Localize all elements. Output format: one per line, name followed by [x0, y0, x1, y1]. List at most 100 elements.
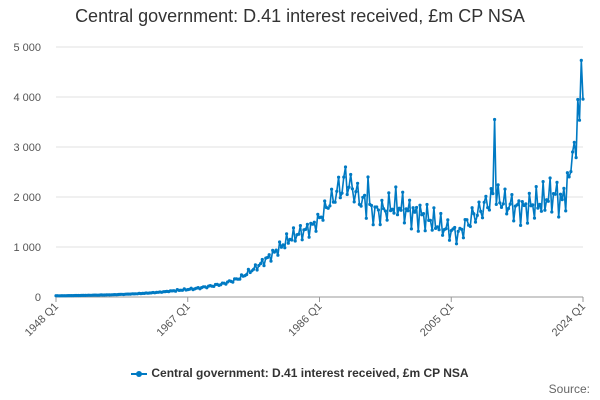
data-point[interactable] [439, 211, 443, 216]
data-point[interactable] [460, 227, 464, 231]
data-point[interactable] [376, 208, 380, 212]
data-point[interactable] [515, 203, 519, 207]
data-point[interactable] [576, 97, 580, 102]
data-point[interactable] [397, 206, 401, 210]
data-point[interactable] [246, 267, 250, 271]
data-point[interactable] [304, 227, 308, 231]
data-point[interactable] [548, 176, 552, 180]
data-point[interactable] [541, 180, 545, 184]
data-point[interactable] [472, 212, 476, 216]
data-point[interactable] [491, 192, 495, 196]
data-point[interactable] [340, 191, 344, 195]
data-point[interactable] [260, 257, 264, 262]
data-point[interactable] [364, 216, 368, 220]
data-point[interactable] [333, 200, 337, 204]
data-point[interactable] [564, 209, 568, 213]
data-point[interactable] [356, 181, 360, 185]
data-point[interactable] [546, 199, 550, 203]
data-point[interactable] [349, 172, 353, 177]
data-point[interactable] [323, 199, 327, 203]
data-point[interactable] [281, 243, 285, 247]
data-point[interactable] [524, 202, 528, 206]
data-point[interactable] [279, 245, 283, 249]
data-point[interactable] [262, 264, 266, 268]
data-point[interactable] [383, 209, 387, 213]
data-point[interactable] [494, 202, 498, 206]
data-point[interactable] [562, 186, 566, 190]
data-point[interactable] [290, 238, 294, 242]
data-point[interactable] [480, 216, 485, 220]
data-point[interactable] [300, 238, 304, 242]
data-point[interactable] [366, 175, 370, 179]
data-point[interactable] [425, 202, 429, 207]
data-point[interactable] [506, 206, 511, 211]
data-point[interactable] [265, 255, 270, 260]
data-point[interactable] [435, 225, 439, 229]
data-point[interactable] [335, 189, 339, 193]
data-point[interactable] [269, 259, 273, 263]
data-point[interactable] [536, 206, 540, 210]
data-point[interactable] [354, 190, 358, 194]
data-point[interactable] [307, 235, 311, 239]
data-point[interactable] [569, 170, 573, 174]
data-point[interactable] [298, 224, 302, 228]
data-point[interactable] [565, 171, 570, 175]
data-point[interactable] [527, 191, 531, 195]
data-point[interactable] [359, 204, 363, 208]
data-point[interactable] [316, 212, 320, 216]
data-point[interactable] [394, 185, 398, 189]
data-point[interactable] [328, 204, 332, 208]
data-point[interactable] [252, 267, 256, 271]
data-point[interactable] [428, 218, 432, 222]
data-point[interactable] [255, 268, 259, 272]
data-point[interactable] [416, 229, 420, 233]
data-point[interactable] [238, 277, 242, 281]
data-point[interactable] [498, 201, 502, 205]
data-point[interactable] [369, 203, 374, 208]
data-point[interactable] [550, 210, 554, 214]
data-point[interactable] [338, 196, 342, 200]
data-point[interactable] [461, 236, 465, 240]
data-point[interactable] [571, 150, 575, 154]
data-point[interactable] [350, 187, 354, 191]
data-point[interactable] [534, 185, 538, 189]
data-point[interactable] [479, 209, 483, 213]
data-point[interactable] [447, 238, 452, 242]
data-point[interactable] [477, 200, 481, 204]
data-point[interactable] [363, 193, 367, 197]
data-point[interactable] [319, 215, 323, 219]
data-point[interactable] [456, 229, 460, 233]
data-point[interactable] [321, 218, 325, 222]
data-point[interactable] [567, 175, 571, 179]
data-point[interactable] [519, 223, 523, 227]
data-point[interactable] [413, 210, 417, 214]
data-point[interactable] [487, 208, 491, 212]
data-point[interactable] [399, 208, 403, 212]
data-point[interactable] [380, 198, 384, 202]
data-point[interactable] [406, 209, 410, 213]
data-point[interactable] [421, 212, 426, 216]
data-point[interactable] [437, 228, 441, 232]
data-point[interactable] [453, 225, 457, 230]
data-point[interactable] [484, 194, 488, 198]
data-point[interactable] [283, 246, 287, 250]
data-point[interactable] [285, 232, 289, 236]
data-point[interactable] [486, 206, 490, 210]
data-point[interactable] [454, 242, 459, 246]
data-point[interactable] [558, 192, 563, 196]
data-point[interactable] [259, 262, 263, 266]
data-point[interactable] [531, 203, 535, 207]
data-point[interactable] [293, 239, 297, 243]
data-point[interactable] [408, 198, 412, 202]
data-point[interactable] [512, 219, 516, 223]
data-point[interactable] [508, 202, 512, 206]
data-point[interactable] [395, 213, 400, 217]
data-point[interactable] [555, 180, 559, 184]
data-point[interactable] [278, 240, 282, 244]
data-point[interactable] [499, 205, 504, 209]
data-point[interactable] [489, 187, 493, 191]
data-point[interactable] [473, 220, 478, 224]
data-point[interactable] [378, 223, 382, 227]
data-point[interactable] [345, 192, 349, 197]
data-point[interactable] [409, 227, 413, 231]
